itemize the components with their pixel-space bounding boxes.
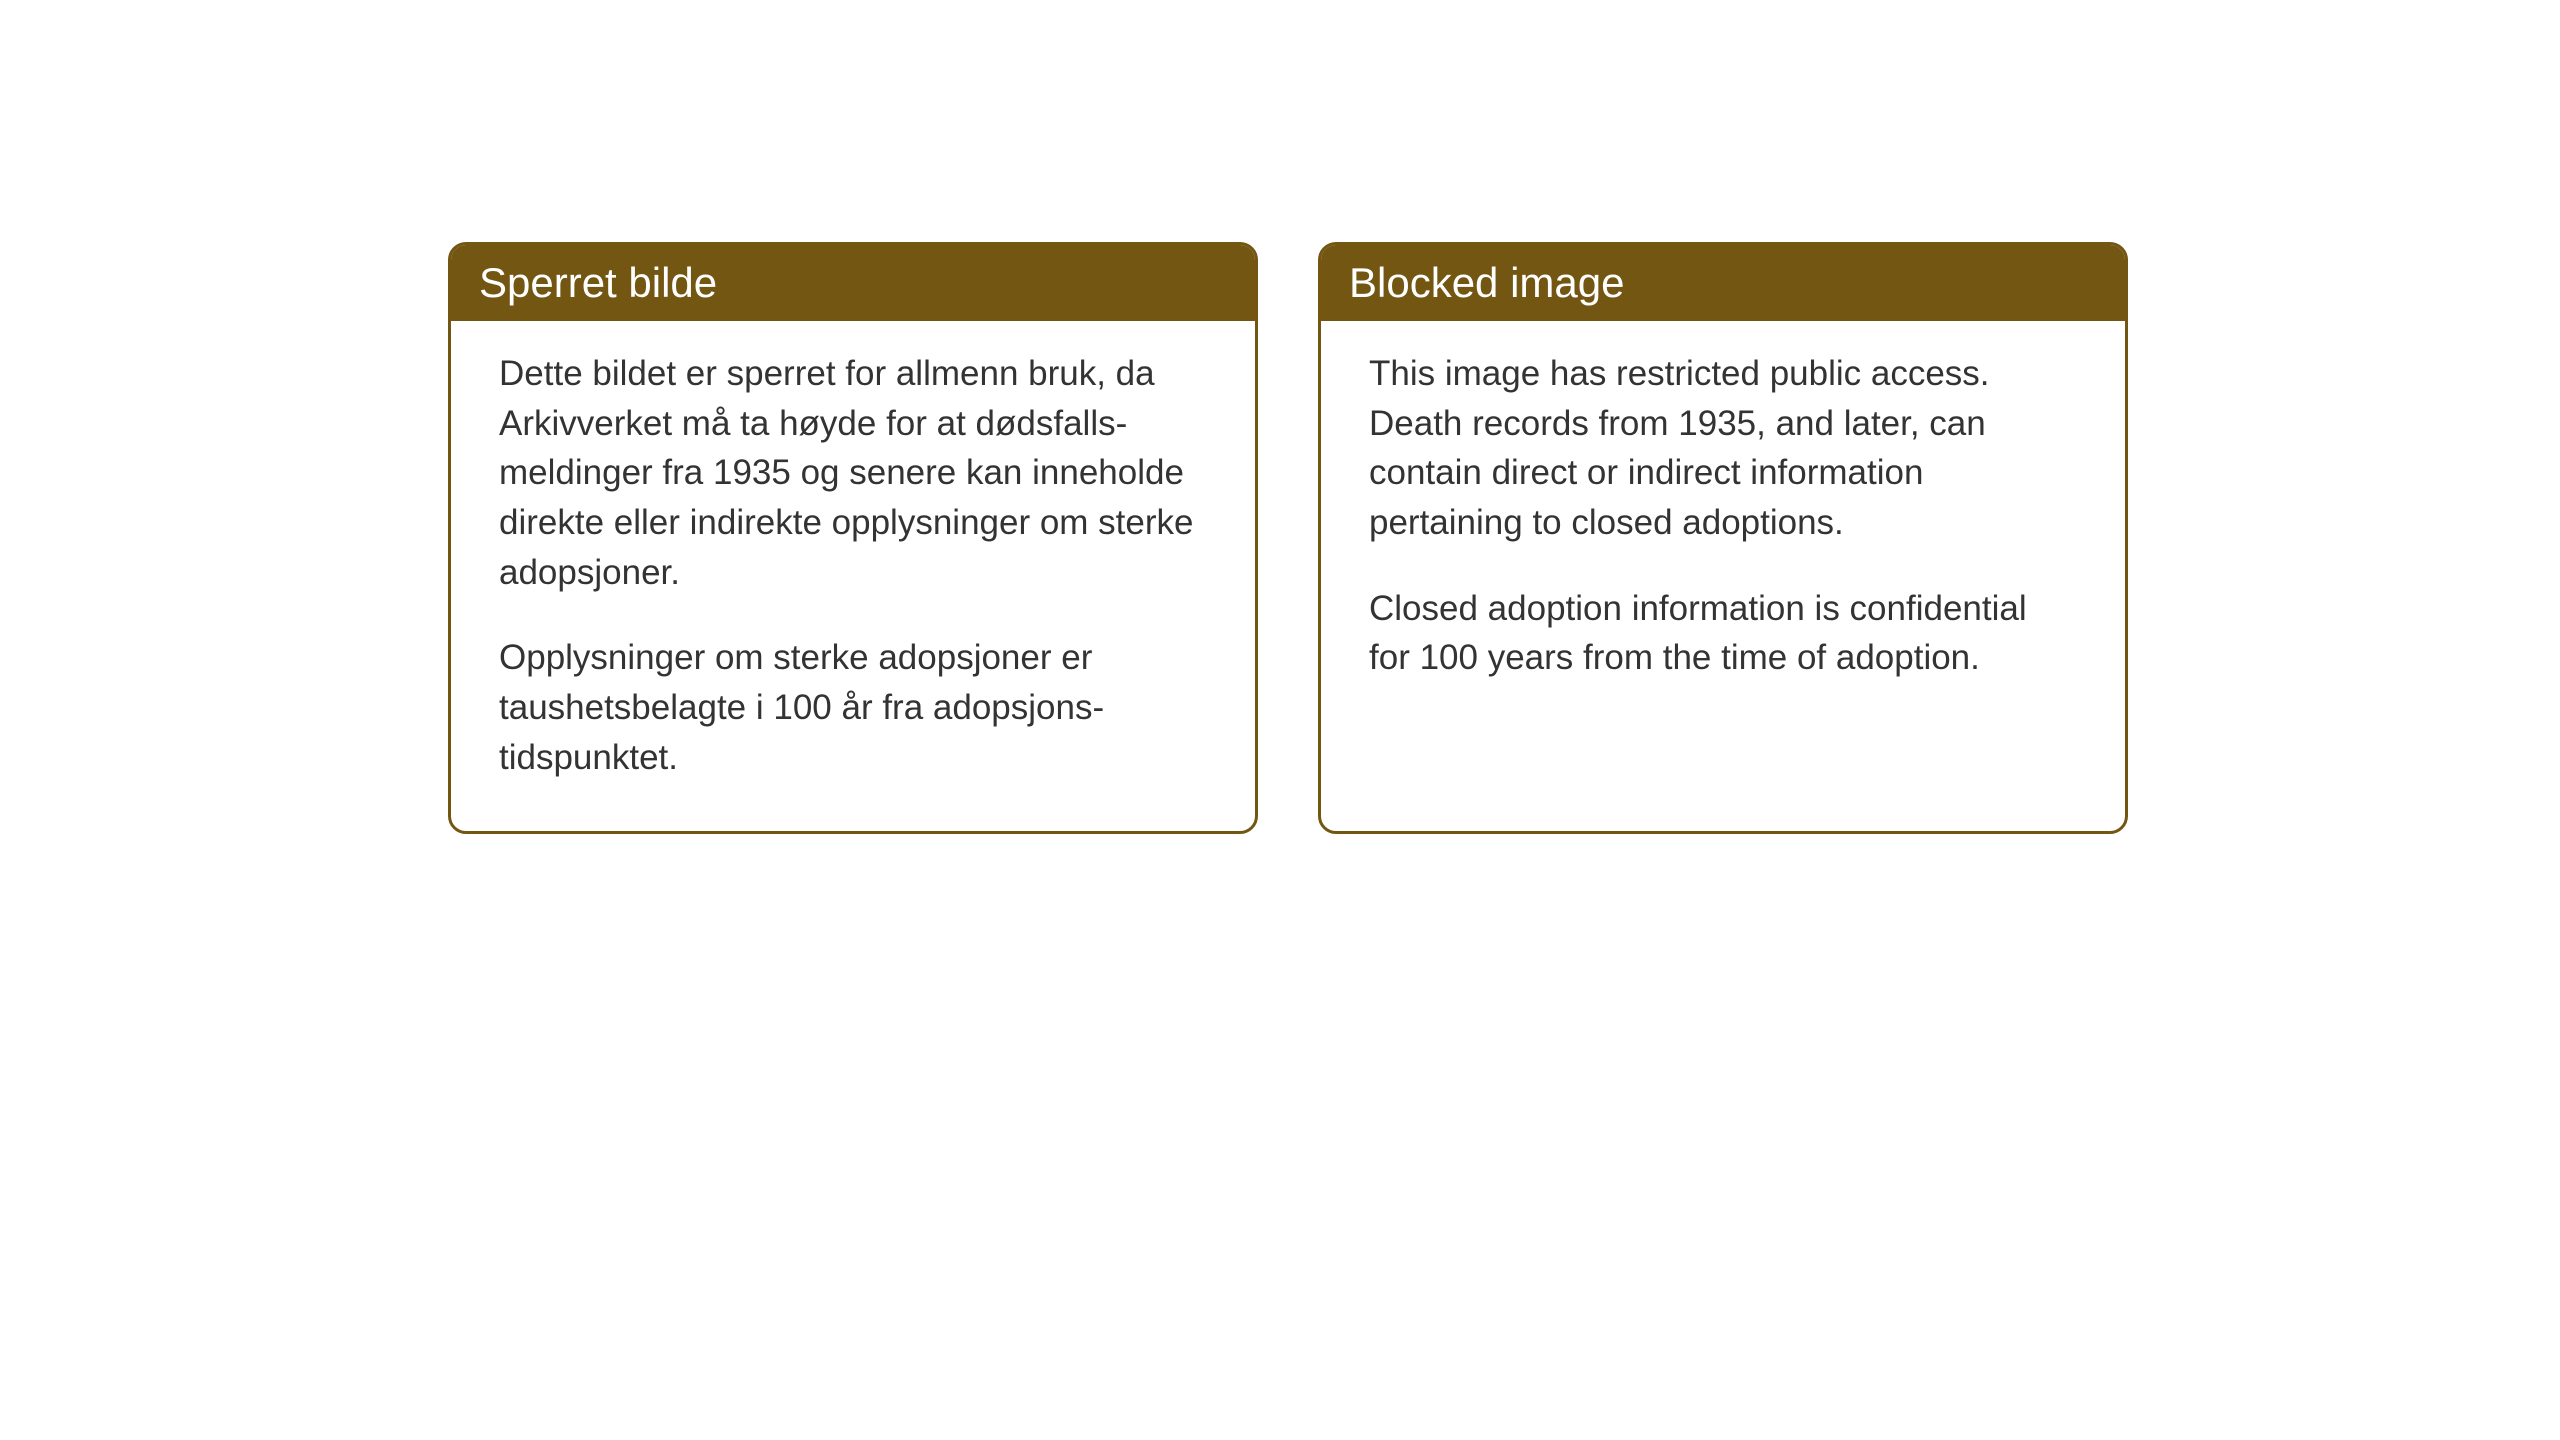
notice-container: Sperret bilde Dette bildet er sperret fo… — [448, 242, 2128, 834]
card-body-english: This image has restricted public access.… — [1321, 321, 2125, 731]
notice-card-english: Blocked image This image has restricted … — [1318, 242, 2128, 834]
card-paragraph2-norwegian: Opplysninger om sterke adopsjoner er tau… — [499, 633, 1207, 782]
card-header-norwegian: Sperret bilde — [451, 245, 1255, 321]
notice-card-norwegian: Sperret bilde Dette bildet er sperret fo… — [448, 242, 1258, 834]
card-body-norwegian: Dette bildet er sperret for allmenn bruk… — [451, 321, 1255, 831]
card-paragraph2-english: Closed adoption information is confident… — [1369, 584, 2077, 683]
card-header-english: Blocked image — [1321, 245, 2125, 321]
card-paragraph1-norwegian: Dette bildet er sperret for allmenn bruk… — [499, 349, 1207, 597]
card-title-norwegian: Sperret bilde — [479, 259, 717, 306]
card-paragraph1-english: This image has restricted public access.… — [1369, 349, 2077, 548]
card-title-english: Blocked image — [1349, 259, 1624, 306]
